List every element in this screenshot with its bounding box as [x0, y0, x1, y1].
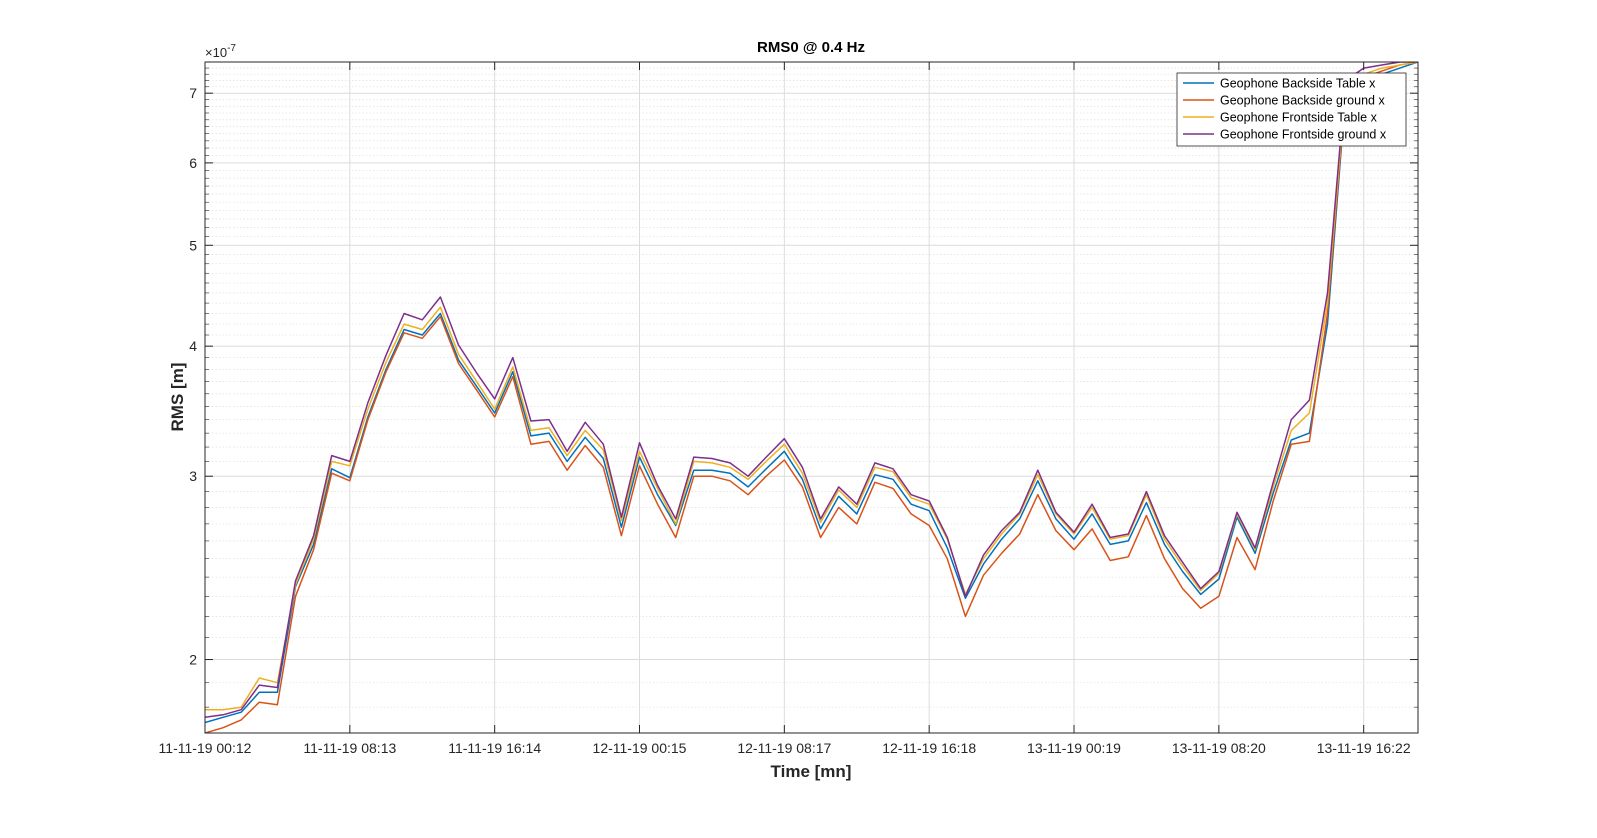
- chart-title: RMS0 @ 0.4 Hz: [757, 39, 865, 56]
- y-tick-labels: 2 3 4 5 6 7: [189, 85, 197, 667]
- x-tick-label: 11-11-19 00:12: [159, 740, 252, 756]
- series-line-2: [205, 62, 1418, 733]
- series-line-1: [205, 62, 1418, 724]
- y-tick-label: 3: [189, 468, 197, 484]
- y-tick-label: 2: [189, 652, 197, 668]
- y-exponent-label: ×10-7: [205, 43, 236, 60]
- x-tick-label: 11-11-19 08:13: [303, 740, 396, 756]
- x-tick-label: 13-11-19 00:19: [1027, 740, 1121, 756]
- series-line-3: [205, 62, 1418, 711]
- series-lines: [205, 62, 1418, 733]
- plot-box: [204, 61, 1419, 734]
- legend-label: Geophone Frontside Table x: [1220, 111, 1378, 125]
- axis-ticks: [204, 62, 1418, 733]
- x-tick-label: 12-11-19 00:15: [593, 740, 687, 756]
- legend-label: Geophone Frontside ground x: [1220, 128, 1387, 142]
- x-tick-label: 13-11-19 08:20: [1172, 740, 1266, 756]
- y-tick-label: 5: [189, 237, 197, 253]
- series-line-4: [205, 62, 1418, 719]
- legend-label: Geophone Backside Table x: [1220, 77, 1376, 91]
- x-tick-label: 13-11-19 16:22: [1317, 740, 1411, 756]
- x-tick-label: 12-11-19 16:18: [882, 740, 976, 756]
- y-tick-label: 4: [189, 338, 197, 354]
- legend-box: [1176, 72, 1407, 147]
- y-axis-title: RMS [m]: [168, 363, 187, 432]
- x-tick-label: 11-11-19 16:14: [448, 740, 541, 756]
- minor-grid: [205, 67, 1418, 708]
- legend-label: Geophone Backside ground x: [1220, 94, 1385, 108]
- x-tick-labels: 11-11-19 00:12 11-11-19 08:13 11-11-19 16:…: [159, 740, 1411, 756]
- x-tick-label: 12-11-19 08:17: [737, 740, 831, 756]
- plot-area: [205, 62, 1418, 733]
- x-axis-title: Time [mn]: [771, 762, 852, 781]
- y-tick-label: 7: [189, 85, 197, 101]
- legend: Geophone Backside Table x Geophone Backs…: [1176, 72, 1407, 147]
- y-tick-label: 6: [189, 155, 197, 171]
